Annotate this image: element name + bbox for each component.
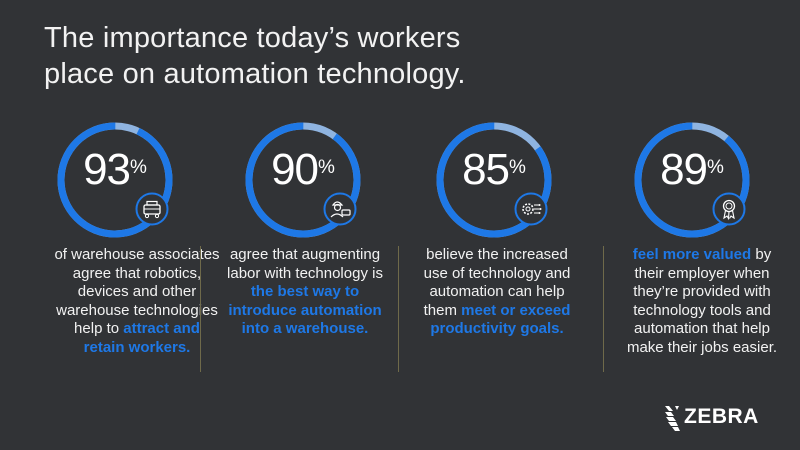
stat-description: believe the increased use of technology … <box>412 246 582 339</box>
title-line-2: place on automation technology. <box>44 58 466 90</box>
gear-circuit-icon <box>514 192 548 226</box>
description-text: believe the increased use of technology … <box>423 246 571 319</box>
highlight-text: the best way to introduce automation int… <box>228 283 382 337</box>
description-text: agree that augmenting labor with technol… <box>227 246 383 282</box>
stat-1: 93% <box>55 120 205 238</box>
stat-value: 89% <box>660 145 724 194</box>
divider <box>200 246 201 372</box>
brand-logo: ZEBRA <box>684 405 759 428</box>
stat-3: 85% <box>434 120 584 238</box>
highlight-text: feel more valued <box>632 246 752 263</box>
stat-value: 85% <box>462 145 526 194</box>
stat-description: of warehouse associates agree that robot… <box>52 246 222 357</box>
description-text: by their employer when they’re provided … <box>626 246 778 356</box>
divider <box>398 246 399 372</box>
stat-4: 89% <box>632 120 782 238</box>
stat-value: 90% <box>271 145 335 194</box>
highlight-text: attract and retain workers. <box>83 320 200 356</box>
divider <box>603 246 604 372</box>
award-ribbon-icon <box>712 192 746 226</box>
highlight-text: meet or exceed productivity goals. <box>430 301 571 338</box>
stat-2: 90% <box>243 120 393 238</box>
stat-description: agree that augmenting labor with technol… <box>220 246 390 339</box>
worker-scanner-icon <box>323 192 357 226</box>
stat-value: 93% <box>83 145 147 194</box>
zebra-head-icon <box>665 406 680 431</box>
stat-description: feel more valued by their employer when … <box>617 246 787 357</box>
description-text: of warehouse associates agree that robot… <box>54 246 220 337</box>
page-title: The importance today’s workers place on … <box>44 20 604 92</box>
title-line-1: The importance today’s workers <box>44 22 461 54</box>
robot-icon <box>135 192 169 226</box>
